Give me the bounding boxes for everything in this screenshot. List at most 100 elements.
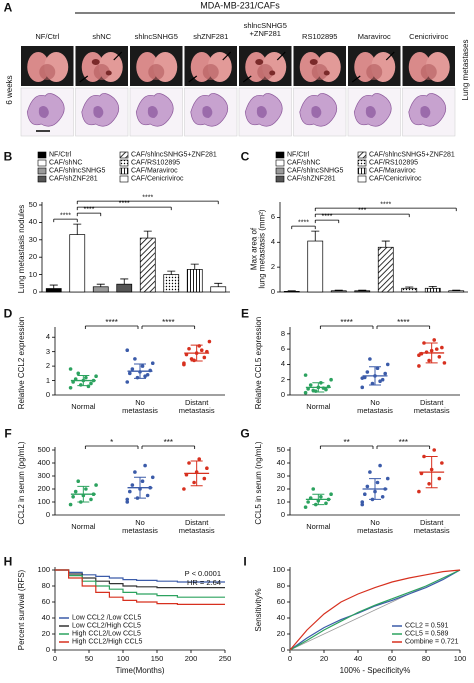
- y-tick-label: 4: [45, 332, 50, 342]
- data-point: [125, 500, 130, 504]
- y-tick-label: 0: [45, 390, 50, 400]
- sd-bar: [190, 460, 203, 487]
- significance-label: *: [110, 437, 114, 447]
- legend-label: Low CCL2 /Low CCL5: [72, 614, 142, 622]
- legend-label: Combine = 0.721: [405, 638, 459, 646]
- histology: [38, 106, 49, 118]
- column-label: Cenicriviroc: [409, 32, 449, 42]
- series-line: [55, 569, 225, 598]
- legend-label: CCL5 = 0.589: [405, 630, 449, 638]
- panel-label: G: [240, 426, 250, 441]
- arrow: [276, 51, 286, 61]
- data-point: [133, 470, 137, 474]
- sd-bar: [190, 344, 203, 362]
- significance-label: ***: [358, 207, 367, 215]
- y-tick-label: 80: [41, 581, 50, 591]
- data-point: [182, 487, 186, 491]
- data-point: [422, 454, 426, 459]
- y-tick-label: 20: [28, 252, 37, 262]
- legend-label: CCL2 = 0.591: [405, 622, 449, 630]
- legend-label: CAF/Cenicriviroc: [131, 175, 184, 183]
- y-tick-label: 0: [32, 287, 37, 297]
- data-point: [363, 492, 367, 497]
- bar: [210, 286, 227, 293]
- significance-label: **: [343, 437, 350, 447]
- sd-bar: [77, 485, 90, 503]
- data-point: [303, 390, 308, 395]
- legend-label: CAF/RS102895: [131, 159, 181, 167]
- arrow: [113, 51, 123, 61]
- data-point: [192, 480, 196, 485]
- data-point: [319, 495, 323, 499]
- error-bar: [311, 230, 320, 242]
- y-tick-label: 6: [270, 212, 275, 222]
- legend-label: CAF/shlncSNHG5+ZNF281: [369, 151, 455, 159]
- legend-swatch: [357, 167, 367, 175]
- sd-bar: [134, 476, 146, 499]
- data-point: [143, 374, 147, 379]
- data-point: [378, 463, 382, 468]
- legend-label: CAF/shZNF281: [287, 175, 336, 183]
- data-point: [378, 379, 382, 384]
- x-tick-label: 40: [353, 654, 363, 664]
- data-point: [130, 367, 135, 371]
- sd-bar: [369, 478, 381, 500]
- legend-label: CAF/RS102895: [369, 159, 419, 167]
- histology: [256, 106, 267, 118]
- error-bar: [381, 240, 390, 248]
- significance-label: ****: [321, 213, 333, 221]
- y-tick-label: 60: [276, 597, 285, 607]
- data-point: [427, 482, 431, 486]
- histology: [311, 106, 322, 118]
- data-point: [422, 341, 426, 345]
- sd-bar: [134, 363, 146, 379]
- y-tick-label: 0: [45, 510, 50, 520]
- legend-label: High CCL2/High CCL5: [72, 638, 143, 646]
- significance-label: ****: [105, 317, 118, 327]
- y-tick-label: 100: [272, 565, 285, 575]
- y-tick-label: 300: [37, 471, 50, 481]
- data-point: [368, 357, 372, 361]
- data-point: [311, 487, 316, 491]
- lung-shade: [202, 64, 219, 80]
- y-tick-label: 20: [276, 484, 285, 494]
- legend-label: CAF/shlncSNHG5: [287, 167, 344, 175]
- data-point: [306, 500, 310, 504]
- y-tick-label: 30: [28, 234, 37, 244]
- y-tick-label: 400: [37, 458, 50, 468]
- data-point: [89, 381, 93, 386]
- arrow: [188, 75, 198, 83]
- x-tick-label: No metastasis: [122, 518, 158, 535]
- series-line: [289, 569, 461, 651]
- annotation: HR = 2.64: [187, 578, 221, 588]
- data-point: [143, 463, 147, 468]
- y-tick-label: 4: [270, 237, 275, 247]
- y-tick-label: 2: [45, 361, 50, 371]
- column-label: shlncSNHG5: [134, 32, 178, 42]
- data-point: [150, 475, 155, 480]
- data-point: [86, 384, 91, 389]
- data-point: [125, 497, 130, 502]
- y-axis-label: CCL2 in serum (pg/mL): [16, 440, 26, 525]
- data-point: [187, 461, 191, 465]
- sd-bar: [425, 456, 438, 489]
- significance-label: ***: [398, 437, 408, 447]
- data-point: [427, 358, 431, 363]
- x-tick-label: 50: [84, 654, 94, 664]
- bar: [307, 240, 324, 293]
- data-point: [385, 362, 390, 367]
- data-point: [150, 361, 155, 366]
- series-line: [289, 569, 461, 651]
- error-bar: [120, 278, 129, 285]
- column-label: Maraviroc: [357, 32, 391, 42]
- bar: [45, 288, 62, 293]
- x-axis-label: Time(Months): [115, 665, 165, 675]
- legend-swatch: [119, 159, 129, 167]
- error-bar: [452, 289, 461, 291]
- legend-swatch: [357, 159, 367, 167]
- bar: [401, 287, 418, 293]
- significance-label: ****: [83, 206, 95, 214]
- legend-swatch: [37, 151, 47, 159]
- histology: [147, 106, 158, 118]
- data-point: [68, 502, 73, 507]
